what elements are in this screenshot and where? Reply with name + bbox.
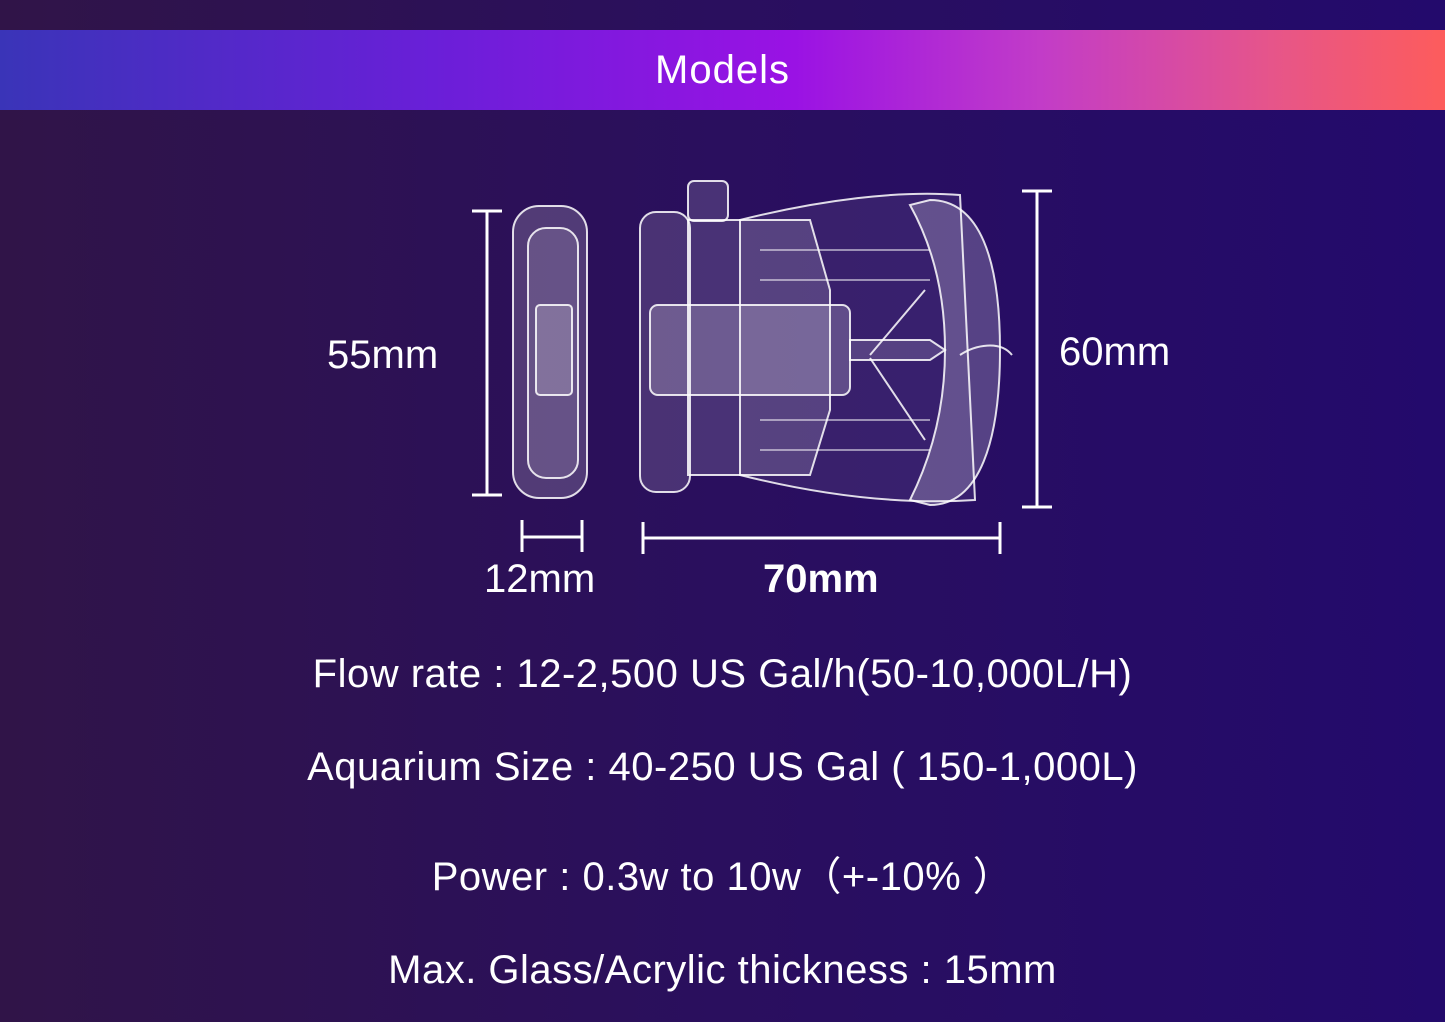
spec-max-thickness: Max. Glass/Acrylic thickness : 15mm — [388, 948, 1057, 992]
height-left-label: 55mm — [327, 333, 439, 377]
width-main-label: 70mm — [763, 557, 879, 601]
width-small-label: 12mm — [484, 557, 596, 601]
spec-aquarium-size: Aquarium Size : 40-250 US Gal ( 150-1,00… — [307, 745, 1138, 789]
models-banner: Models — [0, 30, 1445, 110]
height-right-label: 60mm — [1059, 330, 1171, 374]
magnet-disc-image — [512, 205, 588, 499]
dimension-lines — [472, 189, 1052, 554]
banner-title: Models — [655, 47, 790, 92]
spec-power: Power : 0.3w to 10w（+-10% ） — [431, 855, 1014, 899]
spec-flow-rate: Flow rate : 12-2,500 US Gal/h(50-10,000L… — [312, 652, 1133, 696]
pump-body-image — [639, 180, 1013, 507]
